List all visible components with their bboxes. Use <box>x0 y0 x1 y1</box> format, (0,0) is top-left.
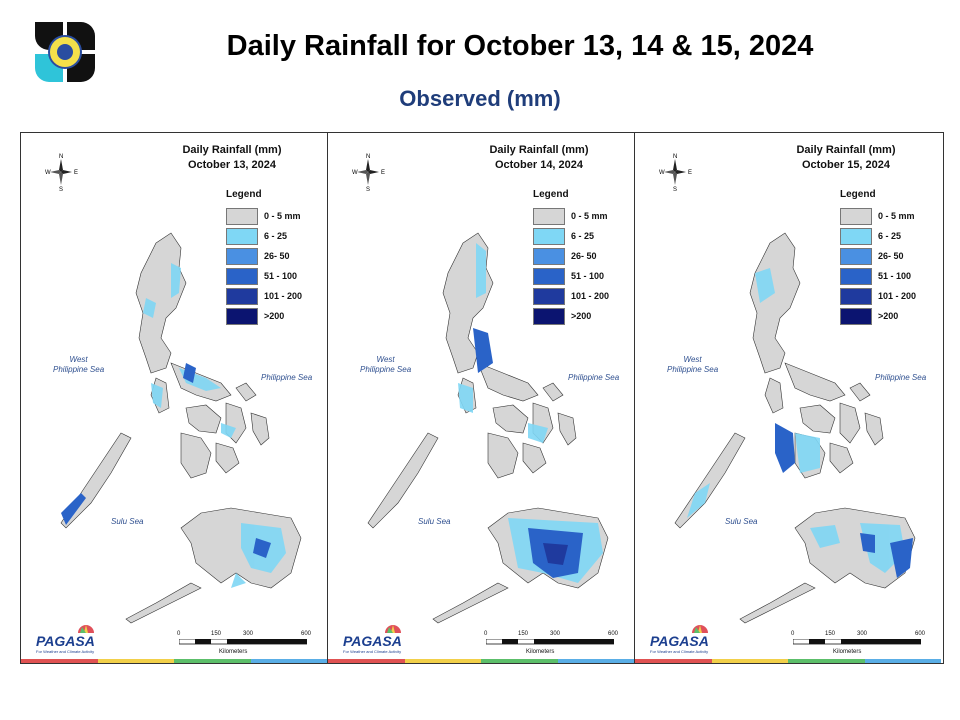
legend-item: 0 - 5 mm <box>840 206 916 226</box>
legend-item: 6 - 25 <box>226 226 302 246</box>
legend-item: 0 - 5 mm <box>226 206 302 226</box>
scale-bar: 0 150 300 600 Kilometers <box>484 631 619 655</box>
map-panel-oct-15: N S W E Daily Rainfall (mm) October 15, … <box>635 133 941 663</box>
west-philippine-sea-label: West Philippine Sea <box>360 355 412 374</box>
dost-logo <box>33 20 97 84</box>
panel-title: Daily Rainfall (mm) October 13, 2024 <box>182 144 282 171</box>
map-panel-oct-13: N S W E Daily Rainfall (mm) October 13, … <box>21 133 328 663</box>
philippine-sea-label: Philippine Sea <box>261 373 313 382</box>
svg-text:W: W <box>45 170 51 176</box>
legend: Legend 0 - 5 mm 6 - 25 26- 50 51 - 100 1… <box>840 189 916 326</box>
svg-text:S: S <box>59 187 63 191</box>
svg-text:N: N <box>59 154 63 160</box>
sulu-sea-label: Sulu Sea <box>111 517 144 526</box>
legend-item: 6 - 25 <box>533 226 609 246</box>
legend-item: 26- 50 <box>533 246 609 266</box>
svg-text:S: S <box>366 187 370 191</box>
page-subtitle: Observed (mm) <box>399 86 561 111</box>
sulu-sea-label: Sulu Sea <box>418 517 451 526</box>
svg-text:E: E <box>381 170 385 176</box>
pagasa-logo: PAGASA For Weather and Climate Activity <box>333 621 403 657</box>
compass-icon: N S W E <box>352 154 385 191</box>
legend-item: 0 - 5 mm <box>533 206 609 226</box>
west-philippine-sea-label: West Philippine Sea <box>53 355 105 374</box>
philippines-map <box>674 232 916 624</box>
legend-item: 6 - 25 <box>840 226 916 246</box>
legend-item: 51 - 100 <box>533 266 609 286</box>
legend-item: 101 - 200 <box>226 286 302 306</box>
legend-item: 26- 50 <box>226 246 302 266</box>
svg-text:W: W <box>352 170 358 176</box>
legend-item: >200 <box>533 306 609 326</box>
color-stripe <box>635 659 941 663</box>
map-panel-oct-14: N S W E Daily Rainfall (mm) October 14, … <box>328 133 635 663</box>
panel-title: Daily Rainfall (mm) October 15, 2024 <box>796 144 896 171</box>
page-title: Daily Rainfall for October 13, 14 & 15, … <box>226 30 814 62</box>
svg-text:E: E <box>688 170 692 176</box>
philippines-map <box>367 232 609 624</box>
legend: Legend 0 - 5 mm 6 - 25 26- 50 51 - 100 1… <box>226 189 302 326</box>
compass-icon: N S W E <box>45 154 78 191</box>
legend-item: 51 - 100 <box>226 266 302 286</box>
legend-item: 101 - 200 <box>840 286 916 306</box>
sulu-sea-label: Sulu Sea <box>725 517 758 526</box>
scale-bar: 0 150 300 600 Kilometers <box>791 631 926 655</box>
panel-title: Daily Rainfall (mm) October 14, 2024 <box>489 144 589 171</box>
compass-icon: N S W E <box>659 154 692 191</box>
legend-item: 26- 50 <box>840 246 916 266</box>
svg-text:W: W <box>659 170 665 176</box>
philippine-sea-label: Philippine Sea <box>568 373 620 382</box>
color-stripe <box>328 659 634 663</box>
legend-item: >200 <box>840 306 916 326</box>
pagasa-logo: PAGASA For Weather and Climate Activity <box>26 621 96 657</box>
color-stripe <box>21 659 327 663</box>
west-philippine-sea-label: West Philippine Sea <box>667 355 719 374</box>
legend-item: 101 - 200 <box>533 286 609 306</box>
legend-item: 51 - 100 <box>840 266 916 286</box>
legend-item: >200 <box>226 306 302 326</box>
pagasa-logo: PAGASA For Weather and Climate Activity <box>640 621 710 657</box>
philippine-sea-label: Philippine Sea <box>875 373 927 382</box>
scale-bar: 0 150 300 600 Kilometers <box>177 631 312 655</box>
svg-text:E: E <box>74 170 78 176</box>
map-panels: N S W E Daily Rainfall (mm) October 13, … <box>20 132 944 664</box>
philippines-map <box>60 232 302 624</box>
legend: Legend 0 - 5 mm 6 - 25 26- 50 51 - 100 1… <box>533 189 609 326</box>
svg-text:S: S <box>673 187 677 191</box>
svg-text:N: N <box>366 154 370 160</box>
svg-text:N: N <box>673 154 677 160</box>
